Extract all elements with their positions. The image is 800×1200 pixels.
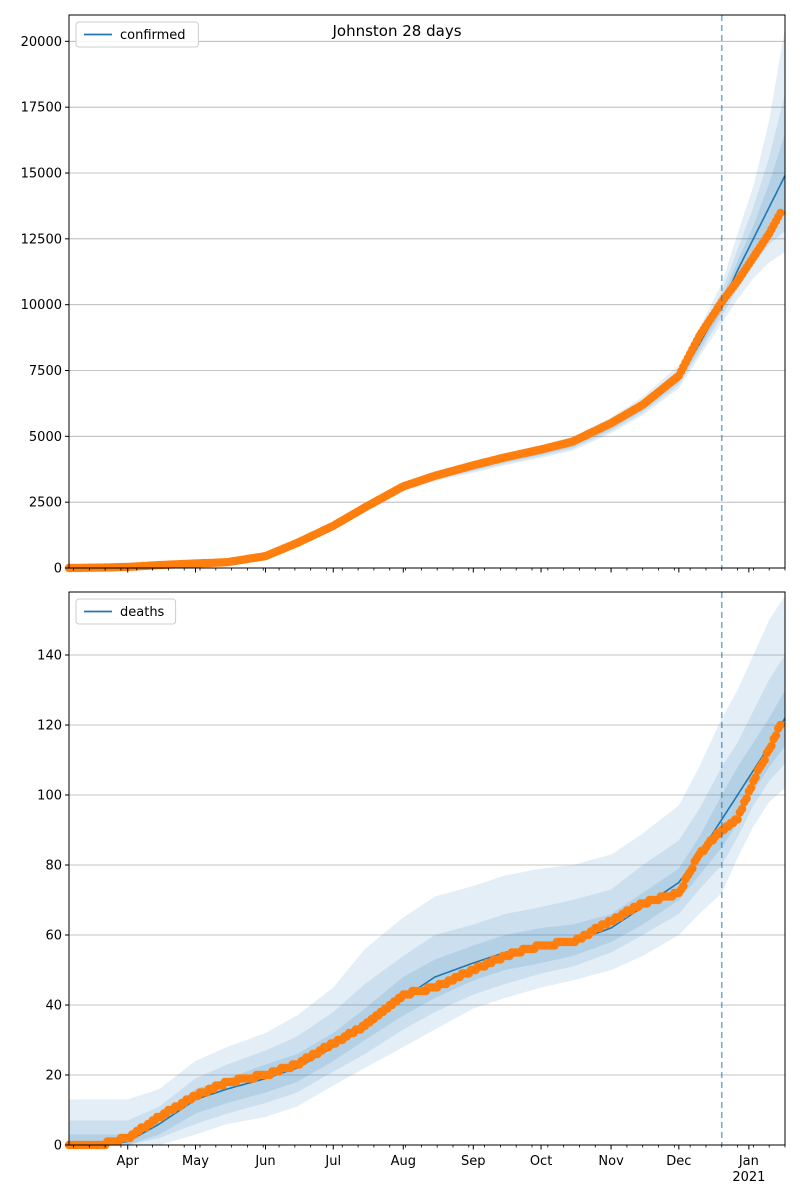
x-tick-label: Sep (461, 1154, 486, 1169)
observed-point (776, 720, 785, 730)
y-tick-label: 10000 (21, 298, 62, 313)
y-tick-label: 80 (45, 859, 62, 874)
y-tick-label: 7500 (29, 364, 62, 379)
x-tick-label: Jun (254, 1154, 275, 1169)
x-tick-label: Jan (738, 1154, 759, 1169)
x-tick-label: 2021 (732, 1170, 765, 1185)
legend-label: confirmed (120, 28, 186, 43)
chart-panel-1: 0 2500 5000 7500 10000 12500 15000 17500 20000 Jo… (21, 14, 786, 577)
confidence-band (69, 690, 785, 1145)
x-tick-label: Jul (324, 1154, 341, 1169)
y-tick-label: 140 (37, 649, 62, 664)
y-tick-label: 100 (37, 789, 62, 804)
legend-box (75, 598, 177, 625)
observed-point (746, 783, 756, 793)
observed-points (64, 720, 785, 1150)
observed-point (742, 794, 751, 803)
chart-title: Johnston 28 days (331, 22, 461, 40)
y-tick-label: 20000 (21, 35, 62, 50)
observed-point (733, 815, 742, 824)
plot-frame (68, 14, 786, 569)
x-tick-label: Oct (530, 1154, 552, 1169)
observed-point (688, 864, 697, 873)
observed-point (771, 731, 781, 740)
legend: deaths (75, 598, 177, 625)
observed-point (679, 881, 688, 891)
series-line-deaths (69, 717, 786, 1146)
observed-points (64, 208, 785, 573)
legend-label: deaths (120, 605, 165, 620)
y-tick-label: 15000 (21, 167, 62, 182)
y-tick-label: 40 (45, 999, 62, 1014)
y-tick-label: 0 (54, 562, 62, 577)
observed-point (776, 208, 785, 218)
y-tick-label: 12500 (21, 232, 62, 247)
y-tick-label: 17500 (21, 101, 62, 116)
plot-frame (68, 591, 786, 1146)
confidence-band (69, 28, 785, 568)
y-tick-label: 0 (54, 1139, 62, 1154)
y-tick-label: 60 (45, 929, 62, 944)
x-tick-label: May (182, 1154, 209, 1169)
legend: confirmed (75, 21, 199, 48)
observed-point (751, 773, 760, 782)
y-tick-label: 5000 (29, 430, 62, 445)
chart-panel-2: 0 20 40 60 80 100 120 140 Apr May Jun Jul Aug Sep Oct N… (37, 591, 786, 1185)
y-tick-label: 120 (37, 719, 62, 734)
legend-box (75, 21, 199, 48)
x-tick-label: Dec (666, 1154, 691, 1169)
y-tick-label: 20 (45, 1069, 62, 1084)
x-tick-label: Nov (598, 1154, 624, 1169)
confidence-band (69, 595, 785, 1145)
y-tick-label: 2500 (29, 496, 62, 511)
confidence-band (69, 94, 785, 568)
observed-point (760, 755, 769, 765)
x-tick-label: Aug (391, 1154, 416, 1169)
observed-point (737, 804, 747, 814)
confidence-band (69, 133, 785, 568)
observed-point (767, 741, 776, 751)
x-tick-label: Apr (116, 1154, 139, 1169)
